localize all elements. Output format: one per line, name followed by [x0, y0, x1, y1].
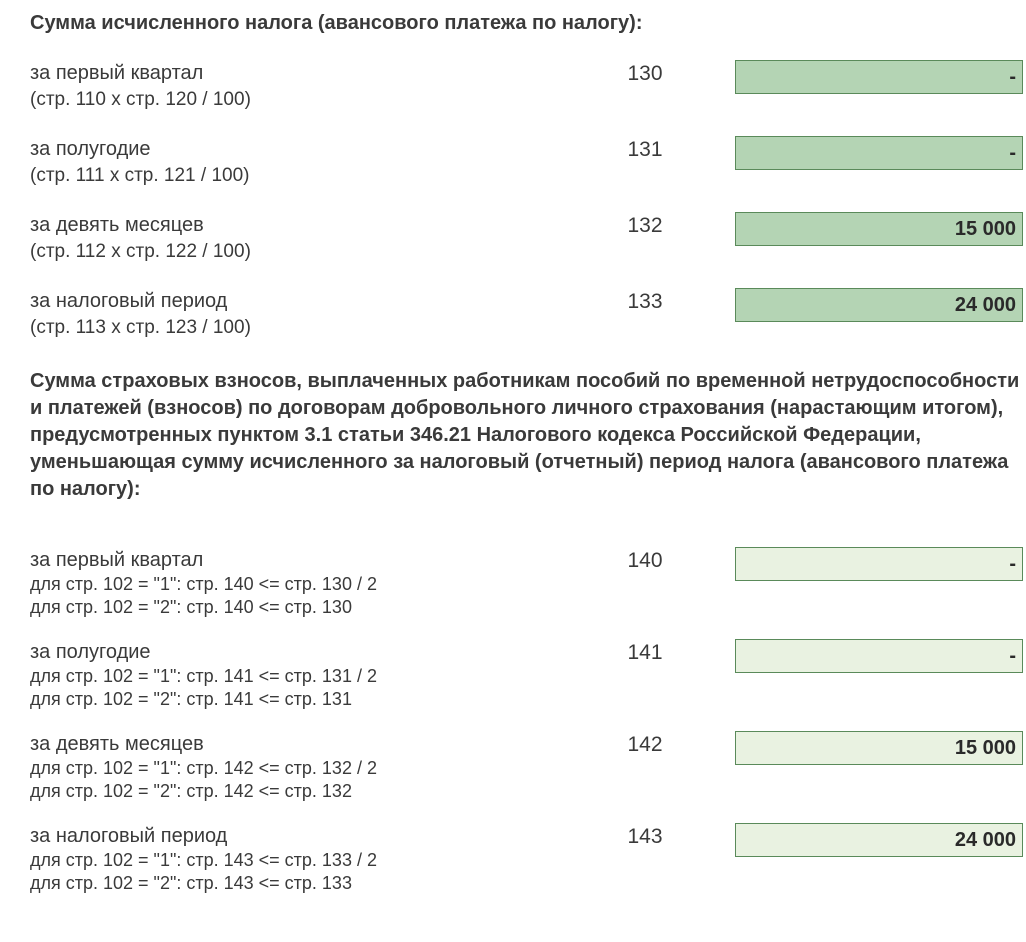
- row-label: за девять месяцев: [30, 731, 585, 757]
- row-condition-2: для стр. 102 = "2": стр. 140 <= стр. 130: [30, 596, 585, 619]
- row-label: за полугодие: [30, 639, 585, 665]
- section2-heading: Сумма страховых взносов, выплаченных раб…: [30, 368, 1020, 503]
- tax-form-page: Сумма исчисленного налога (авансового пл…: [0, 0, 1026, 895]
- row-condition-1: для стр. 102 = "1": стр. 140 <= стр. 130…: [30, 573, 585, 596]
- value-field-132[interactable]: 15 000: [735, 212, 1023, 246]
- field-col: 15 000: [705, 212, 1023, 246]
- field-col: 24 000: [705, 288, 1023, 322]
- row-formula: (стр. 111 х стр. 121 / 100): [30, 164, 585, 188]
- row-condition-1: для стр. 102 = "1": стр. 142 <= стр. 132…: [30, 757, 585, 780]
- label-col: за полугодие (стр. 111 х стр. 121 / 100): [30, 136, 585, 188]
- row-label: за первый квартал: [30, 547, 585, 573]
- label-col: за налоговый период (стр. 113 х стр. 123…: [30, 288, 585, 340]
- line-code: 140: [585, 547, 705, 573]
- label-col: за налоговый период для стр. 102 = "1": …: [30, 823, 585, 895]
- line-code: 143: [585, 823, 705, 849]
- row-formula: (стр. 113 х стр. 123 / 100): [30, 316, 585, 340]
- field-col: 15 000: [705, 731, 1023, 765]
- value-field-143[interactable]: 24 000: [735, 823, 1023, 857]
- line-code: 132: [585, 212, 705, 238]
- row-condition-2: для стр. 102 = "2": стр. 143 <= стр. 133: [30, 872, 585, 895]
- field-col: -: [705, 136, 1023, 170]
- row-condition-1: для стр. 102 = "1": стр. 141 <= стр. 131…: [30, 665, 585, 688]
- line-code: 141: [585, 639, 705, 665]
- row-142: за девять месяцев для стр. 102 = "1": ст…: [30, 731, 1026, 803]
- row-label: за девять месяцев: [30, 212, 585, 238]
- value-field-140[interactable]: -: [735, 547, 1023, 581]
- row-label: за полугодие: [30, 136, 585, 162]
- row-133: за налоговый период (стр. 113 х стр. 123…: [30, 288, 1026, 340]
- row-143: за налоговый период для стр. 102 = "1": …: [30, 823, 1026, 895]
- label-col: за полугодие для стр. 102 = "1": стр. 14…: [30, 639, 585, 711]
- row-131: за полугодие (стр. 111 х стр. 121 / 100)…: [30, 136, 1026, 188]
- line-code: 131: [585, 136, 705, 162]
- section1-heading: Сумма исчисленного налога (авансового пл…: [30, 10, 1026, 36]
- value-field-131[interactable]: -: [735, 136, 1023, 170]
- line-code: 142: [585, 731, 705, 757]
- label-col: за первый квартал (стр. 110 х стр. 120 /…: [30, 60, 585, 112]
- field-col: -: [705, 639, 1023, 673]
- label-col: за первый квартал для стр. 102 = "1": ст…: [30, 547, 585, 619]
- row-140: за первый квартал для стр. 102 = "1": ст…: [30, 547, 1026, 619]
- row-condition-2: для стр. 102 = "2": стр. 142 <= стр. 132: [30, 780, 585, 803]
- value-field-133[interactable]: 24 000: [735, 288, 1023, 322]
- row-141: за полугодие для стр. 102 = "1": стр. 14…: [30, 639, 1026, 711]
- row-label: за налоговый период: [30, 288, 585, 314]
- line-code: 130: [585, 60, 705, 86]
- row-132: за девять месяцев (стр. 112 х стр. 122 /…: [30, 212, 1026, 264]
- row-condition-2: для стр. 102 = "2": стр. 141 <= стр. 131: [30, 688, 585, 711]
- value-field-141[interactable]: -: [735, 639, 1023, 673]
- field-col: -: [705, 60, 1023, 94]
- value-field-130[interactable]: -: [735, 60, 1023, 94]
- field-col: -: [705, 547, 1023, 581]
- label-col: за девять месяцев для стр. 102 = "1": ст…: [30, 731, 585, 803]
- value-field-142[interactable]: 15 000: [735, 731, 1023, 765]
- row-formula: (стр. 110 х стр. 120 / 100): [30, 88, 585, 112]
- row-label: за первый квартал: [30, 60, 585, 86]
- row-condition-1: для стр. 102 = "1": стр. 143 <= стр. 133…: [30, 849, 585, 872]
- row-label: за налоговый период: [30, 823, 585, 849]
- line-code: 133: [585, 288, 705, 314]
- field-col: 24 000: [705, 823, 1023, 857]
- label-col: за девять месяцев (стр. 112 х стр. 122 /…: [30, 212, 585, 264]
- row-130: за первый квартал (стр. 110 х стр. 120 /…: [30, 60, 1026, 112]
- row-formula: (стр. 112 х стр. 122 / 100): [30, 240, 585, 264]
